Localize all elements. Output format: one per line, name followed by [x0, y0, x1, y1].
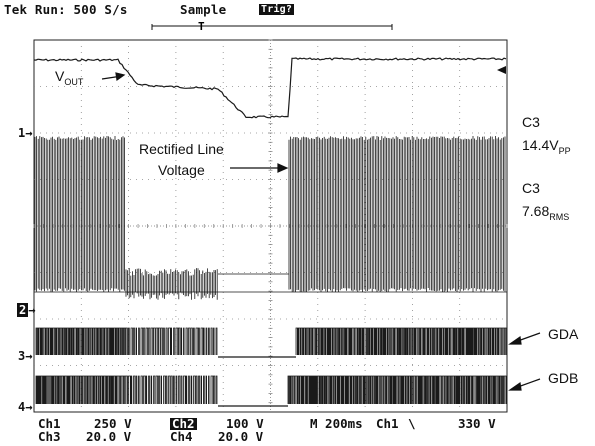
- ch3-name: Ch3: [38, 429, 61, 444]
- measurement-1-number: 14.4V: [522, 137, 559, 153]
- channel-3-marker: 3→: [18, 349, 33, 363]
- gda-label: GDA: [548, 326, 579, 342]
- trigger-status-badge: Trig?: [259, 4, 295, 15]
- ch1-name: Ch1: [38, 416, 61, 431]
- ch2-scale: 100 V: [226, 416, 264, 431]
- gda-trace: [35, 327, 507, 355]
- trigger-source: Ch1: [376, 416, 399, 431]
- record-bracket: [151, 24, 393, 30]
- trigger-slope: \: [408, 416, 416, 431]
- measurement-1-value: 14.4VPP: [522, 137, 571, 156]
- acquisition-mode: Sample: [180, 2, 227, 17]
- ch1-scale: 250 V: [94, 416, 132, 431]
- reference-arrow-right: [497, 66, 506, 74]
- gdb-label: GDB: [548, 370, 579, 386]
- vout-label: VOUT: [55, 68, 84, 87]
- timebase: M 200ms: [310, 416, 363, 431]
- rectified-line-text-1: Rectified Line: [139, 141, 224, 157]
- rectified-line-text-2: Voltage: [158, 162, 205, 178]
- trigger-level: 330 V: [458, 416, 496, 431]
- measurement-1-channel: C3: [522, 114, 540, 130]
- channel-1-marker: 1→: [18, 126, 33, 140]
- ch4-scale: 20.0 V: [218, 429, 264, 444]
- channel-2-marker: 2 →: [17, 303, 36, 317]
- channel-4-marker: 4→: [18, 400, 33, 414]
- vout-label-sub: OUT: [64, 77, 84, 87]
- run-status: Tek Run: 500 S/s: [4, 2, 128, 17]
- measurement-1-unit: PP: [558, 146, 571, 156]
- measurement-2-unit: RMS: [549, 212, 570, 222]
- ch2-name: Ch2: [170, 416, 197, 431]
- ch4-name: Ch4: [170, 429, 193, 444]
- ch3-scale: 20.0 V: [86, 429, 132, 444]
- measurement-2-channel: C3: [522, 180, 540, 196]
- measurement-2-value: 7.68RMS: [522, 203, 570, 222]
- vout-label-main: V: [55, 68, 65, 84]
- vout-trace: [33, 57, 507, 119]
- measurement-2-number: 7.68: [522, 203, 550, 219]
- traces: [33, 57, 507, 407]
- rectified-line-trace: [34, 136, 507, 300]
- trigger-position-marker: T: [198, 20, 205, 33]
- annotation-arrows: [101, 72, 541, 391]
- gdb-trace: [35, 375, 507, 404]
- rectified-line-label: Rectified Line Voltage: [139, 139, 224, 181]
